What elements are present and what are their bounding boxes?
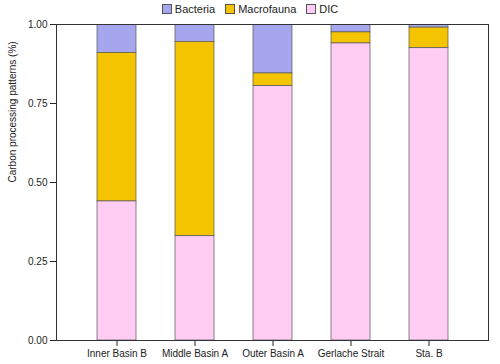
svg-text:Gerlache Strait: Gerlache Strait <box>318 348 385 359</box>
svg-text:1.00: 1.00 <box>28 19 48 30</box>
svg-text:0.50: 0.50 <box>28 177 48 188</box>
svg-text:0.75: 0.75 <box>28 98 48 109</box>
svg-text:Middle Basin A: Middle Basin A <box>162 348 228 359</box>
svg-text:Carbon processing patterns (%): Carbon processing patterns (%) <box>7 41 18 182</box>
html-text:DIC: DIC <box>319 3 339 15</box>
svg-text:0.00: 0.00 <box>28 335 48 346</box>
svg-text:Inner Basin B: Inner Basin B <box>87 348 147 359</box>
svg-text:Sta. B: Sta. B <box>415 348 443 359</box>
html-text:Macrofauna: Macrofauna <box>238 3 297 15</box>
html-text:Bacteria: Bacteria <box>174 3 216 15</box>
svg-text:Outer Basin A: Outer Basin A <box>242 348 304 359</box>
svg-text:0.25: 0.25 <box>28 256 48 267</box>
